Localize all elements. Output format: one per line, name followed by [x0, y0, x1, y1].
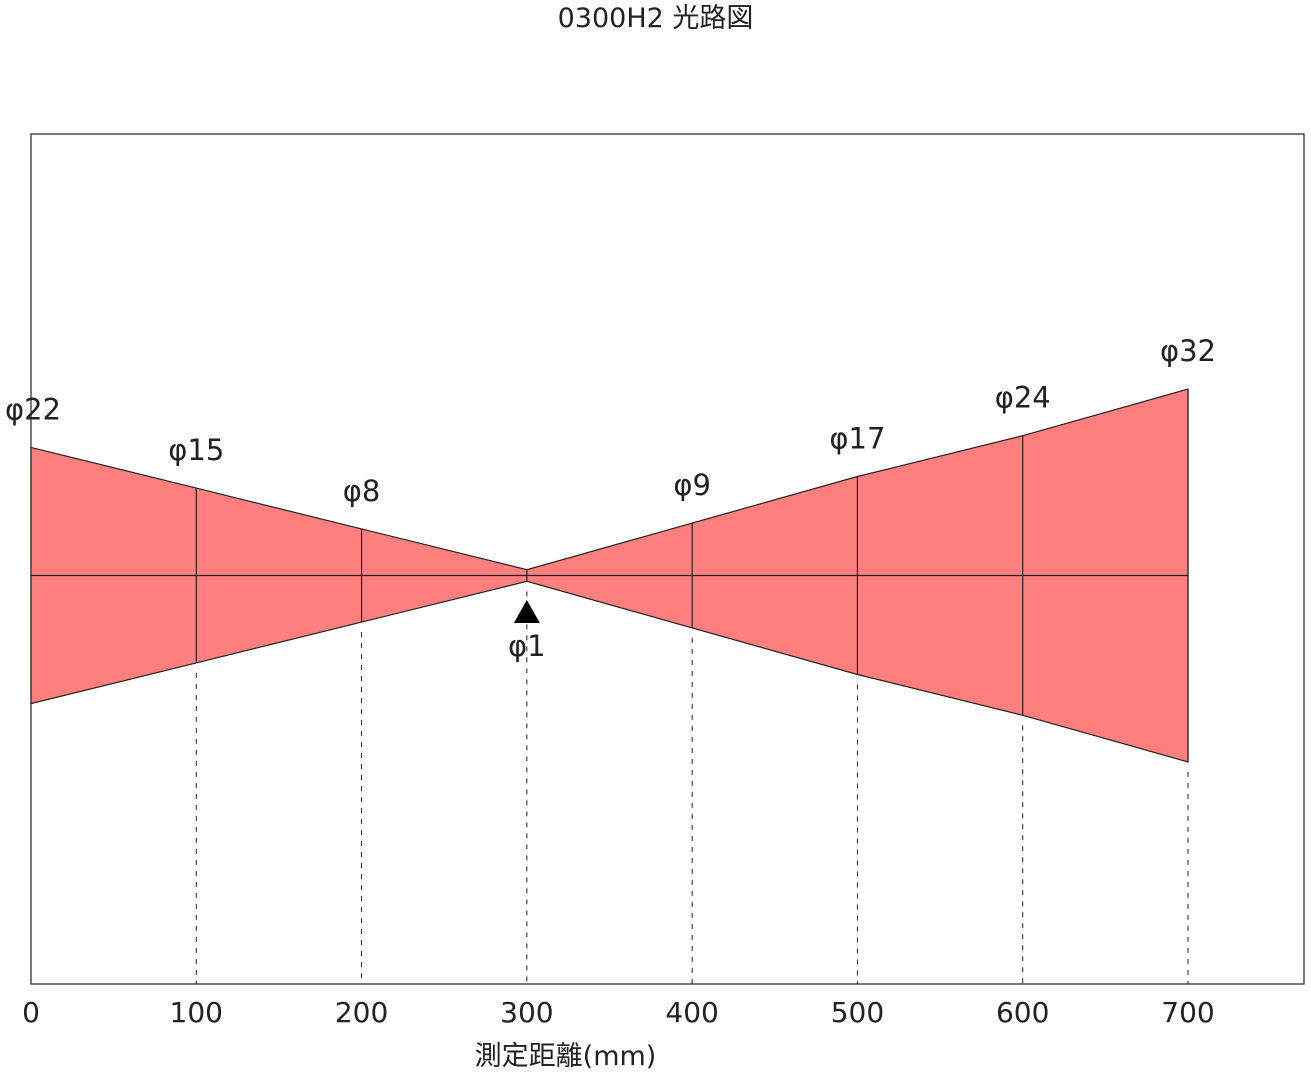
x-tick-label: 600	[996, 996, 1049, 1029]
x-axis-label: 測定距離(mm)	[474, 1041, 657, 1072]
x-tick-label: 400	[665, 996, 718, 1029]
diameter-label: φ17	[829, 421, 885, 455]
focus-triangle-icon	[513, 600, 540, 623]
x-tick-label: 700	[1161, 996, 1214, 1029]
diameter-labels: φ22 φ15 φ8 φ1 φ9 φ17 φ24 φ32	[5, 334, 1216, 663]
x-tick-label: 300	[500, 996, 553, 1029]
diameter-label: φ24	[995, 381, 1051, 415]
diameter-label: φ8	[343, 474, 381, 508]
x-tick-label: 100	[170, 996, 223, 1029]
x-axis-ticks: 0 100 200 300 400 500 600 700	[22, 996, 1215, 1029]
diameter-label: φ9	[673, 468, 711, 502]
diameter-label: φ32	[1160, 334, 1216, 368]
diameter-label: φ15	[168, 433, 224, 467]
x-tick-label: 0	[22, 996, 40, 1029]
marker-layer	[513, 600, 540, 623]
x-tick-label: 500	[831, 996, 884, 1029]
chart-title: 0300H2 光路図	[557, 3, 754, 34]
diameter-label: φ1	[508, 629, 546, 663]
diameter-label: φ22	[5, 392, 61, 426]
beam-layer	[30, 388, 1189, 984]
x-tick-label: 200	[335, 996, 388, 1029]
